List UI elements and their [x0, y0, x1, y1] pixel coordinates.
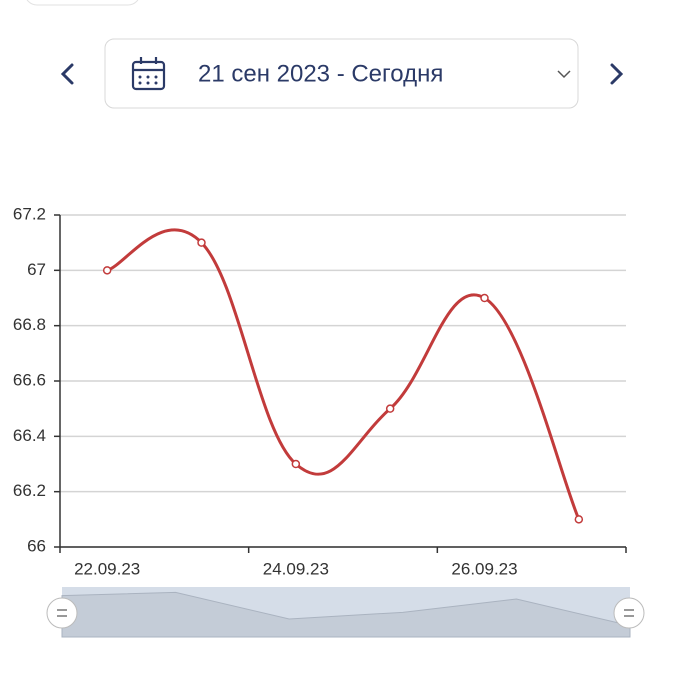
x-tick-label: 22.09.23 [74, 559, 140, 578]
y-tick-label: 67 [27, 260, 46, 279]
chart: 66 66.2 66.4 66.6 66.8 67 67.2 22.09.23 24.09.23… [13, 204, 645, 638]
calendar-icon [131, 57, 166, 91]
dropdown-chevron [557, 70, 571, 79]
y-tick-label: 66.2 [13, 481, 46, 500]
zoom-preview [61, 591, 631, 638]
point [480, 293, 489, 303]
point [574, 515, 584, 524]
date-range: 21 сен 2023 - Сегодня [198, 60, 443, 87]
y-tick-label: 66 [27, 536, 46, 555]
zoom-handle[interactable] [46, 597, 78, 629]
next-arrow[interactable] [610, 63, 624, 85]
top-button[interactable] [25, 0, 140, 6]
x-tick-label: 26.09.23 [451, 559, 517, 578]
point [291, 459, 301, 469]
point [102, 266, 112, 275]
y-tick-label: 67.2 [13, 204, 46, 223]
y-tick-label: 66.8 [13, 315, 46, 334]
x-tick-label: 24.09.23 [263, 559, 329, 578]
y-tick-label: 66.6 [13, 370, 46, 389]
date-picker[interactable]: 21 сен 2023 - Сегодня [104, 38, 579, 109]
line [106, 228, 581, 520]
y-tick-label: 66.4 [13, 426, 46, 445]
point [197, 238, 206, 247]
prev-arrow[interactable] [60, 63, 74, 85]
zoom-handle[interactable] [613, 597, 645, 629]
point [385, 404, 395, 413]
